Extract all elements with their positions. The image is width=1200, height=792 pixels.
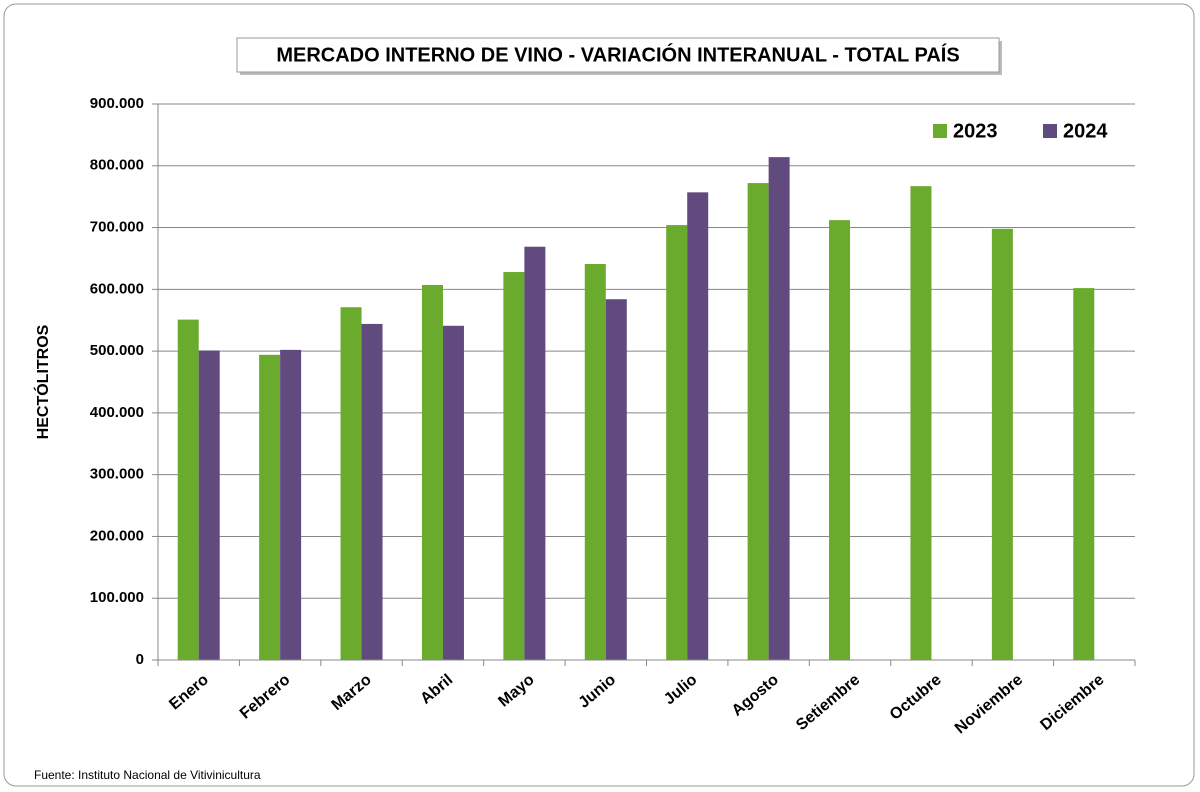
bar (1073, 288, 1095, 660)
bar (177, 319, 199, 660)
y-tick-label: 300.000 (90, 466, 144, 483)
y-tick-label: 600.000 (90, 280, 144, 297)
bar (361, 323, 383, 660)
bar (524, 246, 546, 660)
bar (687, 192, 709, 660)
title-box (236, 37, 1000, 73)
bar (421, 285, 443, 660)
bar (768, 157, 790, 660)
bar (503, 272, 525, 660)
bar (747, 183, 769, 660)
chart-title: MERCADO INTERNO DE VINO - VARIACIÓN INTE… (276, 42, 959, 66)
bar (198, 350, 220, 660)
bar (442, 325, 464, 660)
source-note: Fuente: Instituto Nacional de Vitivinicu… (34, 768, 261, 782)
bar (340, 307, 362, 660)
y-tick-label: 500.000 (90, 342, 144, 359)
bar (605, 299, 627, 660)
y-axis-label: HECTÓLITROS (33, 324, 52, 439)
bar (584, 264, 606, 660)
y-tick-label: 400.000 (90, 404, 144, 421)
y-tick-label: 900.000 (90, 95, 144, 112)
y-tick-label: 700.000 (90, 219, 144, 236)
legend-label: 2024 (1063, 120, 1108, 142)
bar (666, 225, 688, 660)
legend-label: 2023 (953, 120, 998, 142)
legend-swatch (933, 124, 947, 138)
y-tick-label: 800.000 (90, 157, 144, 174)
legend-swatch (1043, 124, 1057, 138)
bar (259, 354, 281, 660)
y-tick-label: 0 (136, 651, 144, 668)
bar (829, 220, 851, 661)
bar (991, 228, 1013, 660)
y-tick-label: 100.000 (90, 589, 144, 606)
y-tick-label: 200.000 (90, 527, 144, 544)
bar (910, 186, 932, 661)
bar (280, 349, 302, 660)
